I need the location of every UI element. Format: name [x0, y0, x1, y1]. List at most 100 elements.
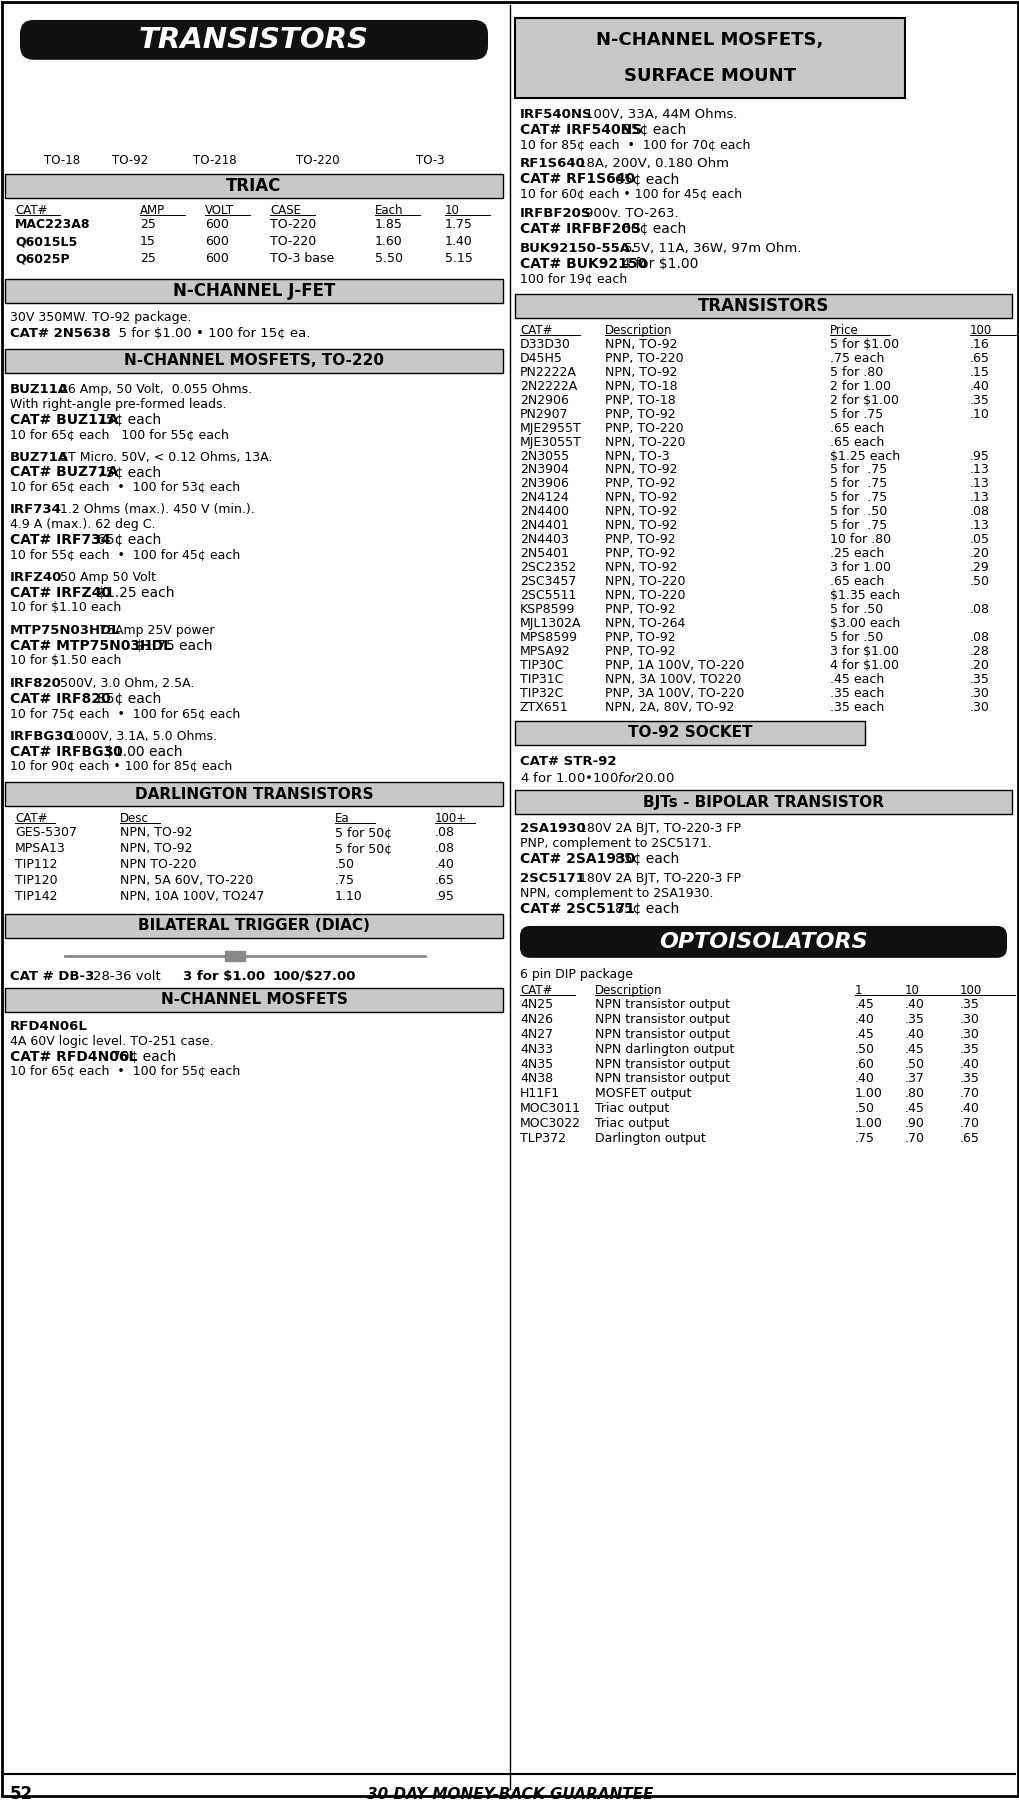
- Text: 2N4401: 2N4401: [520, 520, 569, 532]
- FancyBboxPatch shape: [520, 925, 1006, 958]
- Text: TO-220: TO-220: [296, 155, 339, 168]
- Text: 5 for 50¢: 5 for 50¢: [334, 842, 392, 855]
- Text: NPN, TO-220: NPN, TO-220: [604, 575, 685, 588]
- Text: 2SC2352: 2SC2352: [520, 561, 576, 574]
- Text: Description: Description: [594, 983, 662, 998]
- Text: 2SA1930: 2SA1930: [520, 823, 585, 835]
- Text: CASE: CASE: [270, 204, 301, 216]
- Text: TO-3: TO-3: [416, 155, 444, 168]
- Text: .25 each: .25 each: [829, 547, 883, 561]
- Text: CAT# BUK92150: CAT# BUK92150: [520, 258, 647, 271]
- Text: NPN, TO-3: NPN, TO-3: [604, 449, 668, 462]
- Text: 4 for $1.00: 4 for $1.00: [829, 658, 898, 671]
- Text: CAT# IRF820: CAT# IRF820: [10, 691, 110, 705]
- Text: NPN, TO-92: NPN, TO-92: [604, 520, 677, 532]
- Text: DARLINGTON TRANSISTORS: DARLINGTON TRANSISTORS: [135, 787, 373, 803]
- Text: TO-18: TO-18: [44, 155, 79, 168]
- Text: 2N5401: 2N5401: [520, 547, 569, 561]
- Text: .40: .40: [959, 1057, 979, 1070]
- Text: 1.40: 1.40: [444, 235, 472, 249]
- Text: 10: 10: [904, 983, 919, 998]
- Text: $1.25 each: $1.25 each: [829, 449, 899, 462]
- Text: CAT# RF1S640: CAT# RF1S640: [520, 173, 635, 186]
- Text: .45: .45: [904, 1102, 924, 1115]
- Text: 2N3055: 2N3055: [520, 449, 569, 462]
- Bar: [5, 783, 502, 806]
- Text: 1.00: 1.00: [854, 1117, 882, 1131]
- Text: 75Amp 25V power: 75Amp 25V power: [99, 624, 214, 637]
- Text: .30: .30: [959, 1012, 979, 1026]
- Text: 100: 100: [969, 325, 991, 337]
- Text: NPN, TO-92: NPN, TO-92: [604, 505, 677, 518]
- Text: .35: .35: [904, 1012, 924, 1026]
- Text: NPN, 3A 100V, TO220: NPN, 3A 100V, TO220: [604, 673, 741, 686]
- Text: 65¢ each: 65¢ each: [614, 173, 679, 186]
- Text: 55V, 11A, 36W, 97m Ohm.: 55V, 11A, 36W, 97m Ohm.: [624, 242, 801, 254]
- Text: PNP, TO-92: PNP, TO-92: [604, 644, 675, 658]
- Text: 10 for 65¢ each  •  100 for 55¢ each: 10 for 65¢ each • 100 for 55¢ each: [10, 1064, 240, 1077]
- Text: .95: .95: [969, 449, 988, 462]
- Text: 2N2222A: 2N2222A: [520, 381, 577, 393]
- Text: NPN, complement to 2SA1930.: NPN, complement to 2SA1930.: [520, 888, 713, 900]
- Text: .45: .45: [854, 998, 874, 1010]
- Text: .37: .37: [904, 1072, 924, 1086]
- Text: 85¢ each: 85¢ each: [614, 902, 679, 916]
- Text: Triac output: Triac output: [594, 1117, 668, 1131]
- Text: NPN, TO-92: NPN, TO-92: [604, 491, 677, 505]
- Text: .08: .08: [969, 505, 989, 518]
- Text: 100+: 100+: [434, 812, 467, 824]
- Text: .15: .15: [969, 366, 988, 379]
- Text: NPN, TO-92: NPN, TO-92: [604, 337, 677, 352]
- Text: 10 for 65¢ each   100 for 55¢ each: 10 for 65¢ each 100 for 55¢ each: [10, 428, 228, 440]
- Text: 2 for $1.00: 2 for $1.00: [829, 393, 898, 406]
- Text: RF1S640: RF1S640: [520, 157, 585, 171]
- Bar: [515, 18, 904, 97]
- Text: 5 for $1.00 • 100 for 15¢ ea.: 5 for $1.00 • 100 for 15¢ ea.: [110, 327, 310, 339]
- Text: NPN, TO-264: NPN, TO-264: [604, 617, 685, 630]
- Text: .28: .28: [969, 644, 988, 658]
- Text: 4A 60V logic level. TO-251 case.: 4A 60V logic level. TO-251 case.: [10, 1034, 213, 1048]
- Text: 65¢ each: 65¢ each: [98, 534, 162, 547]
- Text: .40: .40: [959, 1102, 979, 1115]
- Text: 180V 2A BJT, TO-220-3 FP: 180V 2A BJT, TO-220-3 FP: [578, 823, 740, 835]
- Text: 70¢ each: 70¢ each: [112, 1050, 176, 1064]
- Text: 1: 1: [854, 983, 862, 998]
- Text: TRANSISTORS: TRANSISTORS: [139, 25, 369, 54]
- Text: 100/$27.00: 100/$27.00: [273, 971, 357, 983]
- Text: 25: 25: [140, 253, 156, 265]
- Text: IRFZ40: IRFZ40: [10, 572, 62, 584]
- Text: 4 for $1.00  •  100 for $20.00: 4 for $1.00 • 100 for $20.00: [520, 772, 675, 785]
- Text: NPN TO-220: NPN TO-220: [120, 859, 197, 871]
- Text: 5 for .50: 5 for .50: [829, 631, 882, 644]
- FancyBboxPatch shape: [20, 20, 487, 60]
- Text: .30: .30: [969, 687, 988, 700]
- Text: 5.15: 5.15: [444, 253, 473, 265]
- Text: .30: .30: [969, 700, 988, 714]
- Text: 900v. TO-263.: 900v. TO-263.: [585, 207, 679, 220]
- Text: Description: Description: [604, 325, 672, 337]
- Text: CAT#: CAT#: [520, 983, 552, 998]
- Text: 600: 600: [205, 218, 228, 231]
- Text: MAC223A8: MAC223A8: [15, 218, 91, 231]
- Text: TO-218: TO-218: [193, 155, 236, 168]
- Text: .65: .65: [959, 1133, 979, 1146]
- Text: CAT# STR-92: CAT# STR-92: [520, 754, 615, 767]
- Text: 10 for .80: 10 for .80: [829, 534, 891, 547]
- Text: .40: .40: [434, 859, 454, 871]
- Text: 5 for  .75: 5 for .75: [829, 491, 887, 505]
- Text: RFD4N06L: RFD4N06L: [10, 1019, 88, 1032]
- Text: D45H5: D45H5: [520, 352, 562, 364]
- Text: .90: .90: [904, 1117, 924, 1131]
- Text: CAT# 2N5638: CAT# 2N5638: [10, 327, 111, 339]
- Text: 2N3904: 2N3904: [520, 464, 569, 476]
- Text: .40: .40: [969, 381, 988, 393]
- Text: .35: .35: [959, 1043, 979, 1055]
- Text: 3 for 1.00: 3 for 1.00: [829, 561, 891, 574]
- Text: TO-92 SOCKET: TO-92 SOCKET: [627, 725, 752, 740]
- Text: 10 for 55¢ each  •  100 for 45¢ each: 10 for 55¢ each • 100 for 45¢ each: [10, 548, 240, 561]
- Text: AMP: AMP: [140, 204, 165, 216]
- Text: 4N27: 4N27: [520, 1028, 552, 1041]
- Text: 5 for 50¢: 5 for 50¢: [334, 826, 392, 839]
- Text: 75¢ each: 75¢ each: [98, 465, 161, 480]
- Bar: [5, 348, 502, 373]
